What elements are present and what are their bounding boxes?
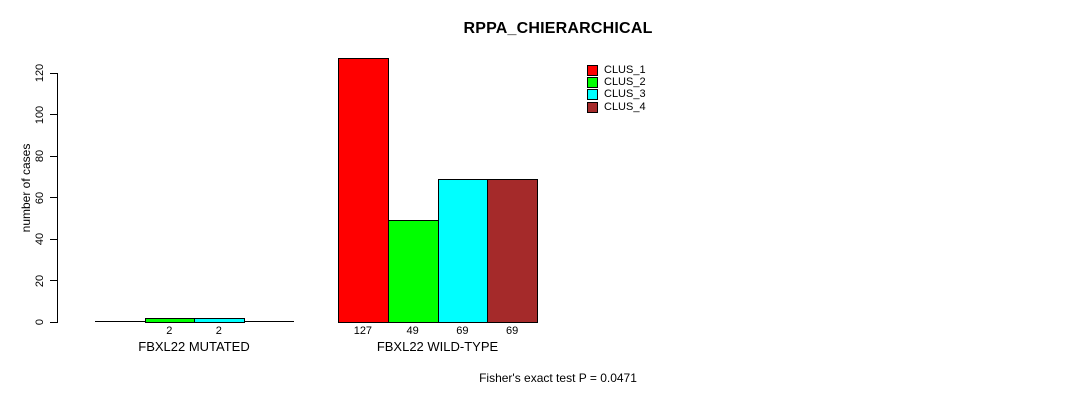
bar (487, 179, 538, 323)
x-axis-category-label: FBXL22 WILD-TYPE (376, 339, 499, 354)
y-tick-mark (50, 155, 58, 157)
y-tick-mark (50, 197, 58, 198)
x-axis-category-label: FBXL22 MUTATED (138, 339, 250, 354)
legend-label: CLUS_1 (604, 63, 646, 76)
y-tick-mark (50, 321, 58, 323)
bar (194, 318, 245, 323)
legend-swatch (587, 77, 598, 89)
y-axis-label: number of cases (19, 143, 33, 233)
y-axis-line (57, 73, 58, 323)
y-tick-label: 80 (34, 149, 46, 163)
legend: CLUS_1 CLUS_2 CLUS_3 CLUS_4 (587, 64, 646, 114)
y-tick-mark (50, 280, 58, 281)
y-tick-label: 40 (34, 232, 46, 246)
y-tick-label: 100 (34, 105, 46, 124)
legend-swatch (587, 101, 598, 113)
bar-value-label: 127 (353, 325, 373, 337)
zero-bar (95, 321, 146, 322)
bar-value-label: 2 (166, 325, 173, 337)
y-tick-mark (50, 72, 58, 74)
legend-label: CLUS_4 (604, 100, 646, 113)
bar-value-label: 49 (406, 325, 419, 337)
bar-value-label: 69 (506, 325, 519, 337)
y-tick-label: 20 (34, 274, 46, 287)
zero-bar (243, 321, 294, 322)
bar (437, 179, 489, 323)
bar (387, 220, 439, 323)
chart-title: RPPA_CHIERARCHICAL (463, 20, 653, 37)
legend-label: CLUS_2 (604, 76, 646, 89)
bar (338, 58, 389, 323)
legend-item: CLUS_3 (587, 89, 646, 101)
legend-item: CLUS_4 (587, 101, 646, 113)
bar-value-label: 69 (456, 325, 469, 337)
legend-item: CLUS_1 (587, 64, 646, 76)
legend-swatch (587, 89, 598, 101)
stat-footnote: Fisher's exact test P = 0.0471 (479, 371, 637, 385)
y-tick-label: 120 (34, 63, 46, 83)
y-tick-mark (50, 238, 58, 240)
y-tick-label: 60 (34, 191, 46, 204)
legend-swatch (587, 64, 598, 76)
legend-label: CLUS_3 (604, 88, 646, 101)
bar (144, 318, 195, 323)
y-tick-mark (50, 114, 58, 115)
legend-item: CLUS_2 (587, 76, 646, 89)
bar-value-label: 2 (215, 325, 222, 337)
y-tick-label: 0 (34, 318, 46, 326)
